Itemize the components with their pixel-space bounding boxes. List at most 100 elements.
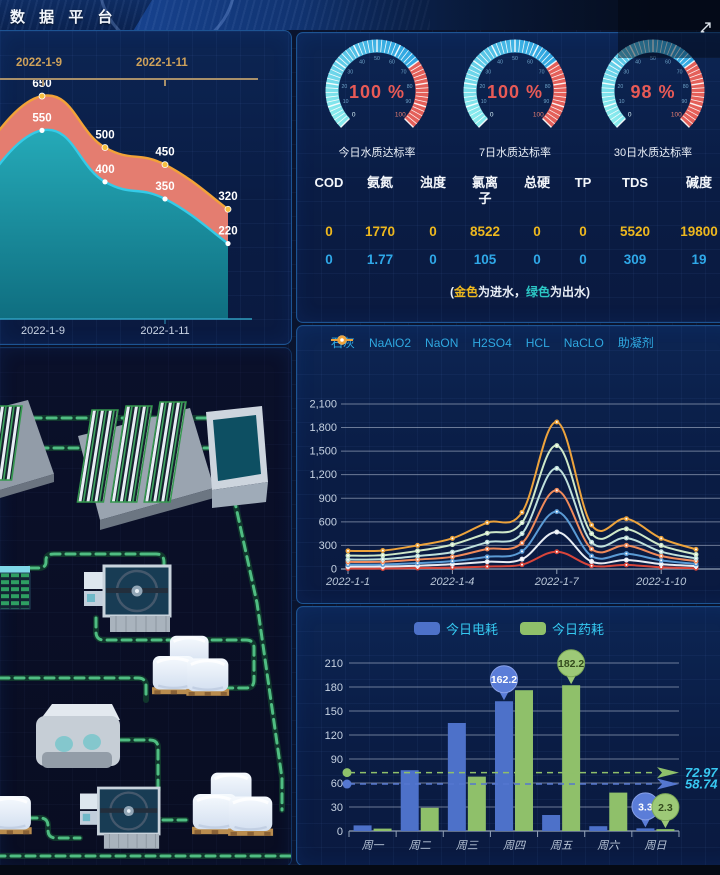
membrane-rack-left[interactable] — [0, 400, 54, 498]
data-point[interactable] — [39, 127, 45, 133]
bar[interactable] — [447, 723, 466, 831]
legend-item[interactable]: HCL — [331, 334, 550, 351]
table-cell: 0 — [579, 224, 587, 240]
svg-text:10: 10 — [343, 99, 349, 105]
legend-label: NaCLO — [563, 335, 604, 350]
svg-text:周二: 周二 — [409, 840, 432, 852]
svg-text:80: 80 — [683, 84, 689, 90]
svg-text:100: 100 — [671, 111, 682, 118]
bar[interactable] — [656, 829, 675, 831]
clarifier[interactable] — [78, 786, 161, 851]
legend-item[interactable]: 助凝剂 — [331, 334, 654, 351]
table-header-cell: TP — [574, 175, 592, 190]
data-point[interactable] — [224, 205, 232, 213]
table-note: (金色为进水，绿色为出水) — [307, 283, 720, 300]
table-cell: 1770 — [364, 224, 396, 240]
dosing-tank[interactable] — [0, 566, 31, 610]
svg-text:80: 80 — [407, 84, 413, 90]
data-point[interactable] — [161, 161, 169, 169]
pin-value: 2.3 — [658, 802, 673, 814]
gauge-7day: 0 10 20 30 40 50 60 70 80 90 100 100 % 7日水质达标率 — [457, 39, 573, 160]
bar[interactable] — [373, 828, 392, 831]
axis-label: 2022-1-11 — [136, 57, 188, 69]
axis-tick — [42, 80, 44, 86]
svg-text:60: 60 — [527, 60, 533, 66]
plant-3d-scene — [0, 400, 297, 859]
bar[interactable] — [420, 807, 439, 831]
legend-item[interactable]: H2SO4 — [331, 334, 512, 351]
gauge-label: 30日水质达标率 — [613, 147, 693, 159]
legend-label: H2SO4 — [472, 335, 512, 350]
membrane-racks-center[interactable] — [76, 401, 214, 530]
svg-text:60: 60 — [331, 778, 343, 790]
data-point[interactable] — [101, 144, 109, 151]
svg-text:150: 150 — [325, 706, 343, 718]
svg-text:20: 20 — [618, 84, 624, 90]
svg-text:50: 50 — [374, 56, 380, 62]
note-text: ( — [449, 285, 454, 300]
svg-text:30: 30 — [347, 70, 353, 76]
value-pin[interactable] — [489, 665, 518, 694]
table-cell: 0 — [325, 224, 333, 240]
value-pin[interactable] — [651, 793, 680, 822]
gauge-dial: 010 20 30 40 50 60 70 80 90 100 98 % — [601, 39, 705, 128]
expand-arrow-icon[interactable] — [699, 20, 713, 34]
bar[interactable] — [589, 826, 608, 831]
svg-text:220: 220 — [218, 226, 237, 238]
product-stack[interactable] — [152, 636, 229, 696]
legend-label: 助凝剂 — [617, 336, 654, 350]
bar[interactable] — [514, 690, 533, 831]
data-point[interactable] — [102, 179, 108, 185]
svg-text:100: 100 — [395, 111, 406, 118]
header-fade — [300, 0, 720, 30]
table-header-cell: COD — [314, 175, 344, 190]
bar[interactable] — [609, 792, 628, 831]
bottom-strip — [0, 865, 720, 875]
bar[interactable] — [542, 815, 561, 831]
legend-item[interactable]: NaON — [331, 334, 458, 351]
svg-text:60: 60 — [665, 60, 671, 66]
table-header-row: COD 氨氮 浊度 氯离 子 总硬 TP TDS 碱度 — [307, 175, 720, 206]
bar[interactable] — [636, 828, 655, 831]
flow-area-chart: 6505505004004503503202202022-1-92022-1-1… — [0, 78, 252, 337]
note-text: 为进水， — [477, 285, 526, 300]
legend-item[interactable]: 今日电耗 — [413, 619, 498, 638]
plant-3d-panel[interactable] — [0, 347, 297, 867]
table-header-cell: TDS — [622, 175, 648, 190]
data-point[interactable] — [162, 196, 168, 202]
legend-item[interactable]: 今日药耗 — [520, 619, 604, 638]
gauge-dial: 010 20 30 40 50 60 70 80 90 100 100 % — [325, 39, 429, 128]
data-point[interactable] — [38, 92, 46, 100]
legend-swatch — [413, 622, 440, 635]
note-text: 为出水) — [550, 285, 591, 300]
equipment-skid[interactable] — [36, 704, 120, 768]
bar[interactable] — [467, 776, 486, 831]
bar[interactable] — [400, 770, 419, 831]
svg-text:500: 500 — [95, 130, 114, 142]
product-stack[interactable] — [192, 773, 273, 836]
legend-marker-icon — [331, 335, 353, 345]
svg-text:40: 40 — [635, 60, 641, 66]
bar[interactable] — [562, 685, 581, 831]
table-row: 0 1.77 0 105 0 0 309 19 — [307, 252, 720, 267]
legend-item[interactable]: NaCLO — [331, 334, 604, 351]
svg-text:周三: 周三 — [456, 840, 479, 852]
table-cell: 0 — [429, 252, 437, 268]
gauge-today: 0 10 20 30 40 50 60 70 80 90 100 100 % 今日水质达标率 — [319, 39, 435, 160]
gauge-dial: 010 20 30 40 50 60 70 80 90 100 100 % — [463, 39, 567, 128]
settling-basin[interactable] — [206, 406, 268, 508]
svg-text:70: 70 — [539, 70, 545, 76]
water-quality-table: COD 氨氮 浊度 氯离 子 总硬 TP TDS 碱度 0 1770 0 8522 0 0 5520 198… — [307, 175, 720, 300]
value-pin[interactable] — [557, 649, 586, 678]
product-stack[interactable] — [0, 794, 34, 836]
data-point[interactable] — [225, 240, 231, 247]
svg-text:50: 50 — [512, 56, 518, 62]
svg-text:50: 50 — [650, 56, 656, 62]
dosing-line-chart: 0 300 600 900 1,200 1,500 1,800 2,100 2022-1-1 20… — [309, 398, 720, 588]
bar[interactable] — [353, 825, 372, 831]
table-cell: 19800 — [680, 224, 718, 240]
svg-text:2022-1-10: 2022-1-10 — [635, 576, 687, 588]
svg-text:2022-1-7: 2022-1-7 — [534, 576, 580, 588]
legend-item[interactable]: NaAlO2 — [331, 334, 411, 351]
bar[interactable] — [494, 701, 513, 831]
